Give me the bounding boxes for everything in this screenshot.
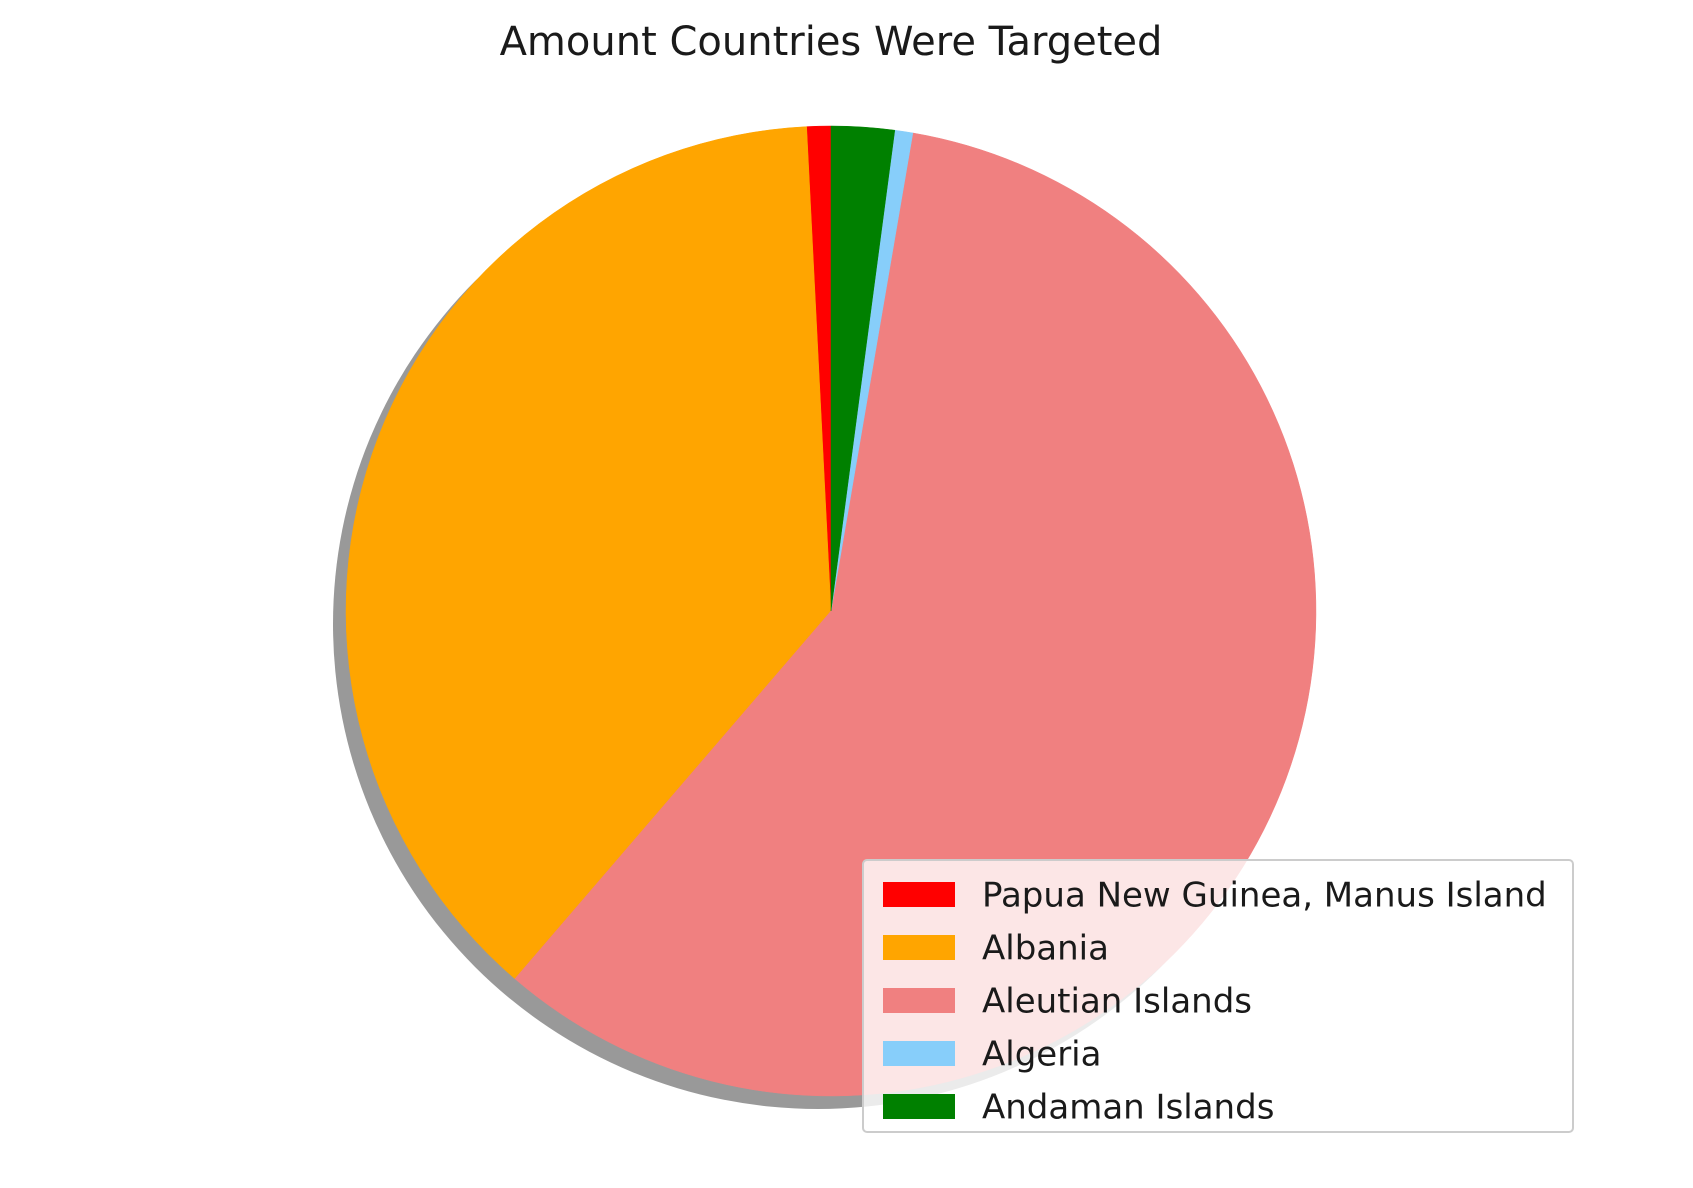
legend-swatch-andaman-islands <box>883 1094 955 1119</box>
legend-swatch-algeria <box>883 1041 955 1066</box>
pie-slice-albania <box>345 126 832 980</box>
legend-swatch-papua-new-guinea-manus-island <box>883 882 955 907</box>
legend-label-andaman-islands: Andaman Islands <box>982 1088 1274 1128</box>
pie-slice-andaman-islands <box>830 125 896 612</box>
legend-label-papua-new-guinea-manus-island: Papua New Guinea, Manus Island <box>982 876 1547 916</box>
legend-label-algeria: Algeria <box>982 1035 1101 1075</box>
legend: Papua New Guinea, Manus Island Albania Ale… <box>862 859 1574 1133</box>
legend-entries: Papua New Guinea, Manus Island Albania Ale… <box>883 876 1547 1128</box>
pie-slices <box>345 125 1317 1097</box>
chart-title: Amount Countries Were Targeted <box>500 19 1163 65</box>
legend-swatch-aleutian-islands <box>883 988 955 1013</box>
legend-label-aleutian-islands: Aleutian Islands <box>982 982 1252 1022</box>
pie-slice-aleutian-islands <box>514 132 1317 1097</box>
legend-label-albania: Albania <box>982 929 1109 969</box>
legend-frame <box>862 859 1574 1133</box>
legend-swatch-albania <box>883 935 955 960</box>
